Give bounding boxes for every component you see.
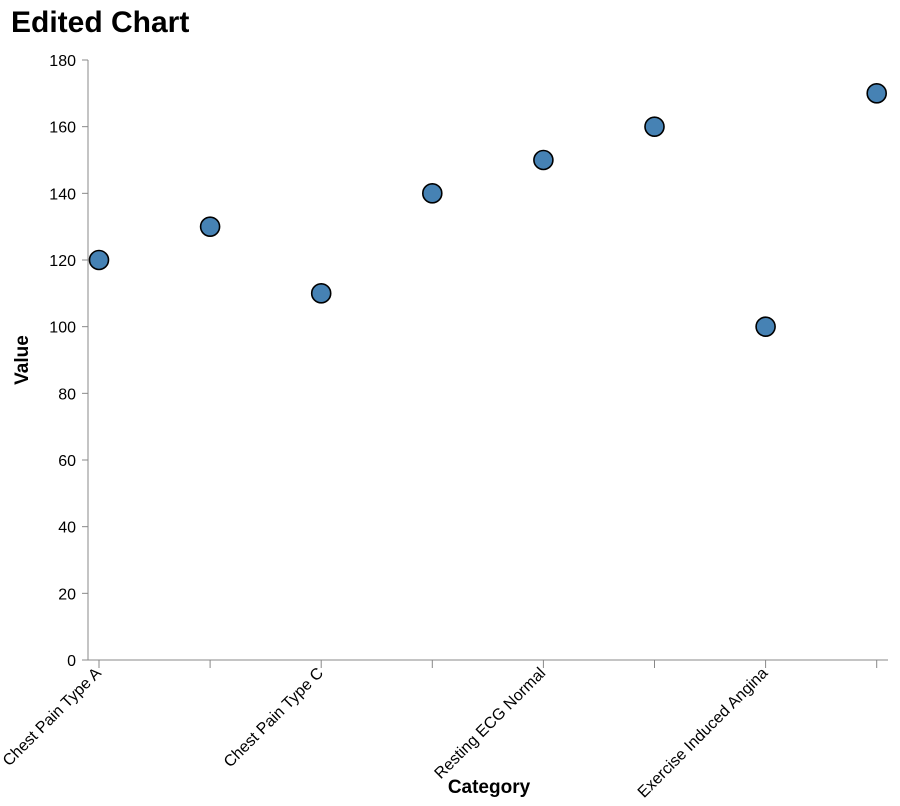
y-tick-label: 80 [58, 386, 76, 403]
x-tick-label: Resting ECG Normal [432, 665, 550, 783]
data-points [88, 83, 888, 337]
y-tick-label: 180 [49, 53, 76, 70]
data-point [421, 183, 443, 204]
y-tick-label: 140 [49, 186, 76, 203]
data-point [88, 249, 110, 271]
data-point [533, 149, 554, 171]
y-tick-label: 20 [58, 586, 76, 603]
y-axis-title: Value [12, 335, 33, 385]
x-axis: Chest Pain Type A Chest Pain Type C Restin… [0, 659, 888, 802]
y-tick-label: 40 [58, 520, 76, 537]
x-tick-label: Chest Pain Type A [0, 665, 105, 770]
y-tick-label: 60 [58, 453, 76, 470]
data-point [644, 116, 665, 137]
y-tick-label: 100 [49, 320, 76, 337]
x-tick-label: Chest Pain Type C [221, 665, 327, 771]
y-tick-label: 120 [49, 253, 76, 270]
data-point [755, 316, 776, 337]
data-point [310, 283, 332, 304]
y-axis: 0 20 40 60 80 100 120 140 160 180 [49, 53, 89, 670]
y-tick-label: 0 [67, 653, 76, 670]
data-point [199, 216, 221, 237]
data-point [866, 83, 888, 104]
x-tick-label: Exercise Induced Angina [635, 665, 772, 802]
y-tick-label: 160 [49, 120, 76, 137]
chart-title: Edited Chart [11, 6, 190, 39]
x-axis-title: Category [448, 777, 531, 798]
